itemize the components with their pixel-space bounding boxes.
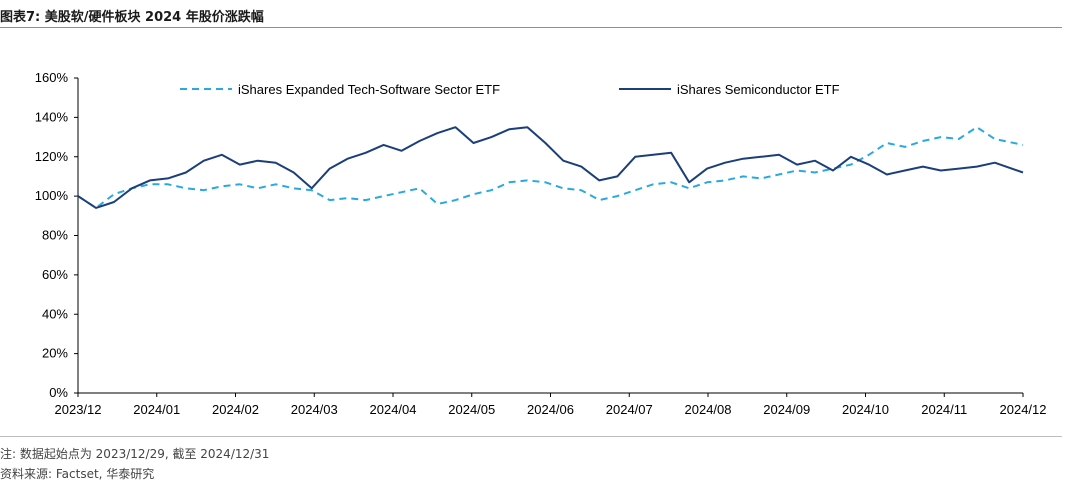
x-tick-label: 2024/05	[448, 402, 495, 417]
legend-label: iShares Expanded Tech-Software Sector ET…	[238, 82, 500, 97]
legend-label: iShares Semiconductor ETF	[677, 82, 840, 97]
y-tick-label: 80%	[42, 228, 68, 243]
x-tick-label: 2023/12	[55, 402, 102, 417]
x-tick-label: 2024/09	[763, 402, 810, 417]
title-underline	[0, 27, 1062, 28]
y-tick-label: 100%	[35, 188, 69, 203]
chart-series	[77, 126, 1024, 209]
chart-axes: 0% 20% 40% 60% 80% 100% 120% 140% 160% 2023/12 202…	[35, 70, 1047, 417]
x-tick-label: 2024/02	[212, 402, 259, 417]
y-tick-label: 160%	[35, 70, 69, 85]
y-tick-label: 20%	[42, 346, 68, 361]
series-line-software-etf	[77, 126, 1024, 209]
x-tick-label: 2024/04	[370, 402, 417, 417]
x-tick-label: 2024/11	[921, 402, 967, 417]
line-chart: 0% 20% 40% 60% 80% 100% 120% 140% 160% 2023/12 202…	[35, 70, 1047, 417]
x-tick-label: 2024/08	[685, 402, 732, 417]
figure-title: 图表7: 美股软/硬件板块 2024 年股价涨跌幅	[0, 10, 264, 25]
y-tick-label: 0%	[49, 385, 68, 400]
source-note: 资料来源: Factset, 华泰研究	[0, 467, 155, 481]
y-tick-label: 60%	[42, 267, 68, 282]
footer-divider	[0, 436, 1062, 437]
y-tick-label: 120%	[35, 149, 69, 164]
figure-header: 图表7: 美股软/硬件板块 2024 年股价涨跌幅	[0, 0, 1062, 28]
x-tick-label: 2024/01	[133, 402, 180, 417]
data-note: 注: 数据起始点为 2023/12/29, 截至 2024/12/31	[0, 447, 270, 461]
chart-legend: iShares Expanded Tech-Software Sector ET…	[180, 82, 840, 97]
x-tick-label: 2024/07	[606, 402, 653, 417]
x-tick-label: 2024/06	[527, 402, 574, 417]
y-tick-label: 40%	[42, 306, 68, 321]
y-tick-label: 140%	[35, 109, 69, 124]
series-line-semiconductor-etf	[77, 126, 1024, 209]
x-tick-label: 2024/12	[1000, 402, 1047, 417]
x-tick-label: 2024/10	[842, 402, 889, 417]
x-tick-label: 2024/03	[291, 402, 338, 417]
